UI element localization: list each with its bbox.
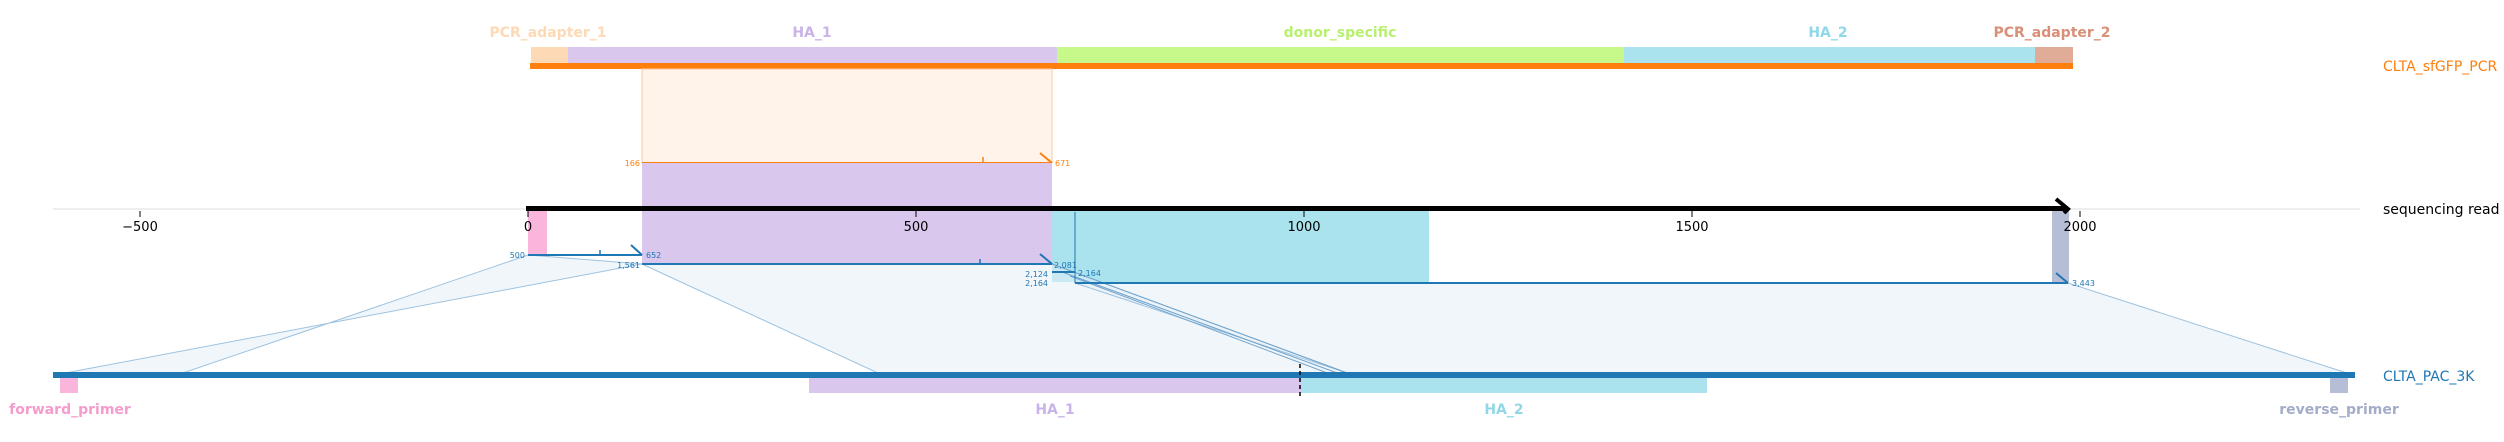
axis-tick-0: 0 xyxy=(524,220,532,235)
target-feature-reverse-primer xyxy=(2330,376,2348,393)
axis-tick-2000: 2000 xyxy=(2063,220,2096,235)
label-ha-1: HA_1 xyxy=(792,25,831,41)
target-label-1561: 1,561 xyxy=(617,261,640,270)
target-label-ha-2: HA_2 xyxy=(1484,402,1523,418)
target-label-2164-a: 2,164 xyxy=(1078,269,1101,278)
feature-donor-specific xyxy=(1057,47,1624,64)
target-label-ha-1: HA_1 xyxy=(1035,402,1074,418)
target-label-2164-b: 2,164 xyxy=(1025,279,1048,288)
feature-pcr-adapter-2 xyxy=(2035,47,2073,64)
target-feature-forward-primer xyxy=(60,376,78,393)
reference-alignment: 166 671 xyxy=(625,68,1070,168)
target-alignments: 500 1,561 652 2,124 2,081 2,164 2,164 3,… xyxy=(59,212,2351,375)
read-highlight-ha-1 xyxy=(642,163,1052,263)
target-label-2081: 2,081 xyxy=(1054,261,1077,270)
target-track: forward_primer HA_1 HA_2 reverse_primer … xyxy=(9,364,2475,418)
target-label-652: 652 xyxy=(646,251,661,260)
axis-tick-1000: 1000 xyxy=(1287,220,1320,235)
target-label-forward-primer: forward_primer xyxy=(9,402,131,418)
read-track: −500 0 500 1000 1500 2000 sequencing rea… xyxy=(53,163,2499,282)
axis-ticks xyxy=(139,211,2081,217)
reference-track: PCR_adapter_1 HA_1 donor_specific HA_2 P… xyxy=(489,25,2497,75)
label-donor-specific: donor_specific xyxy=(1284,25,1397,41)
target-feature-ha-1 xyxy=(809,376,1301,393)
reference-backbone xyxy=(530,63,2073,69)
target-track-name: CLTA_PAC_3K xyxy=(2383,369,2475,385)
axis-tick-500: 500 xyxy=(904,220,929,235)
read-track-name: sequencing read xyxy=(2383,202,2499,218)
axis-tick-minus-500: −500 xyxy=(122,220,158,235)
axis-tick-1500: 1500 xyxy=(1675,220,1708,235)
target-label-2124: 2,124 xyxy=(1025,270,1048,279)
read-backbone xyxy=(526,206,2065,211)
target-label-500: 500 xyxy=(510,251,525,260)
read-highlight-forward-primer xyxy=(528,209,547,254)
label-ha-2: HA_2 xyxy=(1808,25,1847,41)
read-highlight-reverse-primer xyxy=(2052,209,2069,282)
read-highlight-ha-2 xyxy=(1052,209,1429,282)
target-feature-ha-2 xyxy=(1301,376,1707,393)
target-label-reverse-primer: reverse_primer xyxy=(2279,402,2399,418)
feature-ha-1 xyxy=(568,47,1057,64)
target-backbone xyxy=(53,372,2355,378)
reference-track-name: CLTA_sfGFP_PCR xyxy=(2383,59,2497,75)
target-label-3443: 3,443 xyxy=(2072,279,2095,288)
ref-align-end: 671 xyxy=(1055,159,1070,168)
read-arrowhead xyxy=(2054,197,2071,215)
feature-pcr-adapter-1 xyxy=(531,47,568,64)
label-pcr-adapter-1: PCR_adapter_1 xyxy=(489,25,606,41)
ref-align-start: 166 xyxy=(625,159,640,168)
feature-ha-2 xyxy=(1624,47,2035,64)
label-pcr-adapter-2: PCR_adapter_2 xyxy=(1993,25,2110,41)
